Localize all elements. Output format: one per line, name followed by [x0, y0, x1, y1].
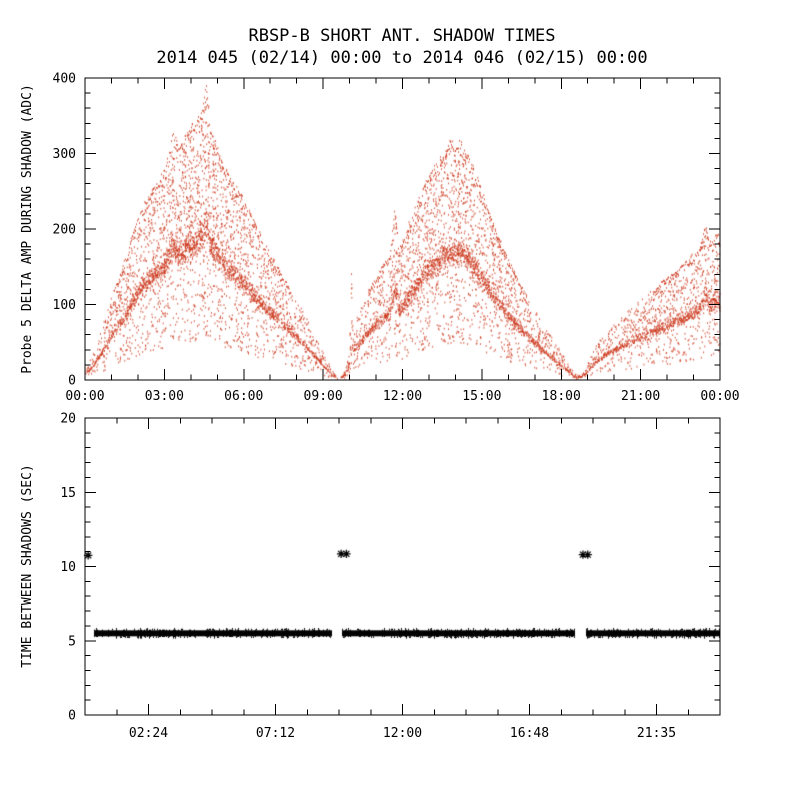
x-tick-label: 06:00: [224, 389, 263, 404]
plot-frame: [84, 77, 721, 381]
top-panel-axes: 00:00 03:00 06:00 09:00 12:00 15:00 18:00 21:00…: [53, 72, 740, 405]
plot-frame: [84, 417, 721, 716]
bottom-y-axis-label: TIME BETWEEN SHADOWS (SEC): [20, 464, 35, 668]
x-tick-label: 03:00: [145, 389, 184, 404]
x-tick-label: 07:12: [256, 726, 295, 741]
x-tick-label: 00:00: [700, 389, 739, 404]
y-tick-label: 15: [60, 486, 76, 501]
x-tick-label: 12:00: [383, 726, 422, 741]
chart-title: RBSP-B SHORT ANT. SHADOW TIMES: [248, 26, 555, 46]
chart-subtitle: 2014 045 (02/14) 00:00 to 2014 046 (02/1…: [156, 48, 647, 68]
bottom-panel-axes: 02:24 07:12 12:00 16:48 21:35 0 5 10 15 20: [60, 412, 721, 741]
x-tick-label: 18:00: [542, 389, 581, 404]
top-y-axis-label: Probe 5 DELTA AMP DURING SHADOW (ADC): [20, 84, 35, 374]
y-tick-label: 200: [53, 223, 76, 238]
x-tick-label: 16:48: [510, 726, 549, 741]
y-tick-label: 0: [68, 709, 76, 724]
y-tick-label: 300: [53, 147, 76, 162]
x-tick-label: 12:00: [383, 389, 422, 404]
x-tick-label: 00:00: [65, 389, 104, 404]
y-tick-label: 5: [68, 634, 76, 649]
x-tick-label: 21:00: [621, 389, 660, 404]
x-tick-label: 15:00: [462, 389, 501, 404]
x-tick-label: 21:35: [637, 726, 676, 741]
y-tick-label: 10: [60, 560, 76, 575]
y-tick-label: 20: [60, 412, 76, 427]
y-tick-label: 0: [68, 374, 76, 389]
y-tick-label: 400: [53, 72, 76, 87]
y-tick-label: 100: [53, 298, 76, 313]
x-tick-label: 02:24: [129, 726, 168, 741]
x-tick-label: 09:00: [304, 389, 343, 404]
